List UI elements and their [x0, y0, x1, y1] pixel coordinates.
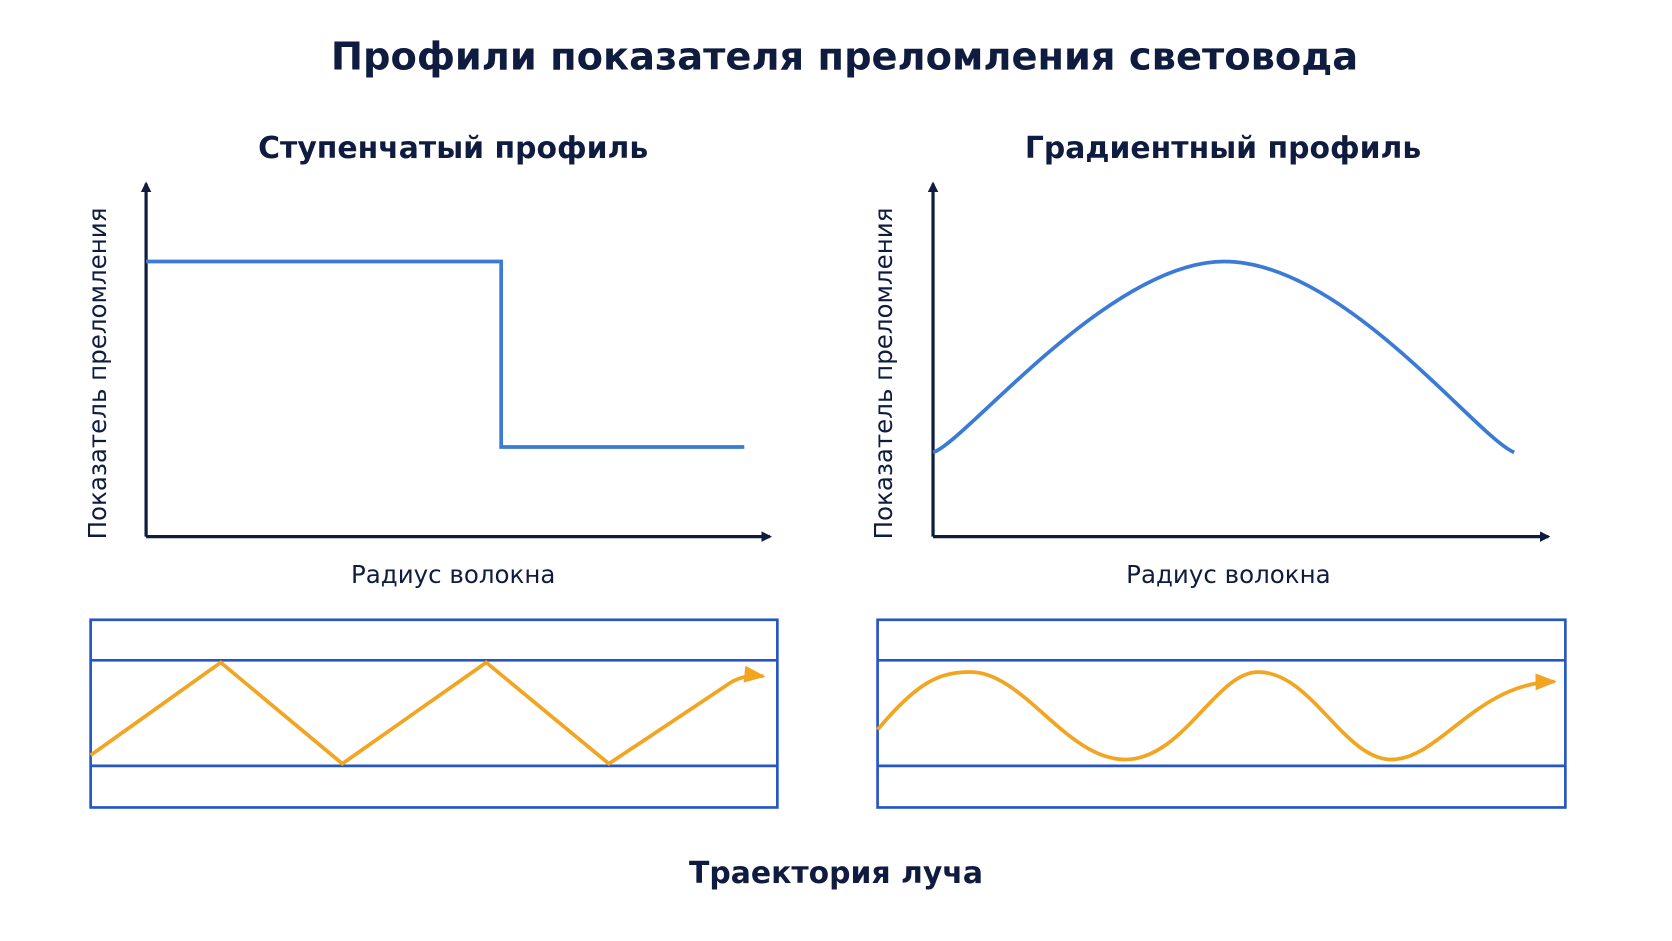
step-profile [146, 259, 745, 449]
y-axis-label: Показатель преломления [869, 208, 898, 540]
panel-title: Ступенчатый профиль [258, 131, 648, 166]
y-axis-label: Показатель преломления [83, 208, 112, 540]
zigzag-ray [89, 660, 766, 767]
panel-title: Градиентный профиль [1025, 131, 1421, 166]
x-axis-label: Радиус волокна [351, 560, 555, 589]
wave-ray [876, 670, 1557, 762]
x-axis-label: Радиус волокна [1126, 560, 1330, 589]
footer: Траектория луча [689, 856, 983, 891]
title: Профили показателя преломления световода [331, 34, 1358, 79]
gradient-profile [932, 259, 1515, 455]
fiber-box [876, 618, 1567, 809]
fiber-box [89, 618, 779, 809]
